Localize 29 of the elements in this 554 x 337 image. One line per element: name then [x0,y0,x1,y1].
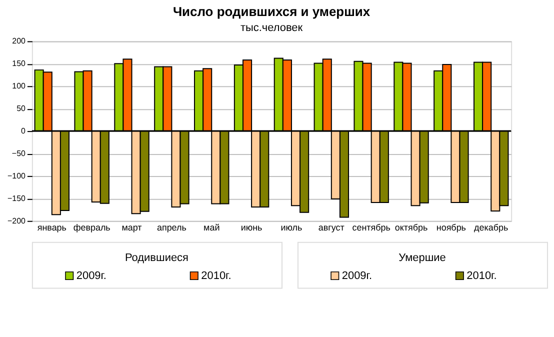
y-tick-label: −50 [12,148,26,158]
x-tick-label: январь [37,222,67,232]
legend-label: 2010г. [466,270,497,282]
x-tick-label: сентябрь [352,222,391,232]
x-tick-label: декабрь [474,222,508,232]
legend-label: 2009г. [342,270,372,282]
text: Родившиеся [124,252,189,264]
y-tick-label: 0 [21,126,26,136]
x-tick-label: март [122,222,142,232]
text: Умершие [398,252,446,264]
x-tick-label: апрель [156,222,187,232]
x-tick-label: октябрь [394,222,428,232]
x-tick-label: июль [280,222,303,232]
x-tick-label: февраль [73,222,111,232]
chart-subtitle: тыс.человек [240,22,303,34]
y-tick-label: 50 [16,104,26,114]
legend-label: 2009г. [76,270,106,282]
y-tick-label: 150 [12,59,26,68]
legend-label: 2010г. [201,270,232,282]
x-tick-label: ноябрь [436,222,466,232]
y-tick-label: 100 [12,82,26,91]
x-tick-label: май [204,222,220,232]
x-tick-label: август [318,222,344,232]
y-tick-label: 200 [12,36,26,46]
chart-title: Число родившихся и умерших [172,4,371,20]
y-tick-label: −150 [8,194,26,203]
y-tick-label: −100 [8,171,26,180]
y-tick-label: −200 [8,216,26,226]
x-tick-label: июнь [240,222,263,232]
